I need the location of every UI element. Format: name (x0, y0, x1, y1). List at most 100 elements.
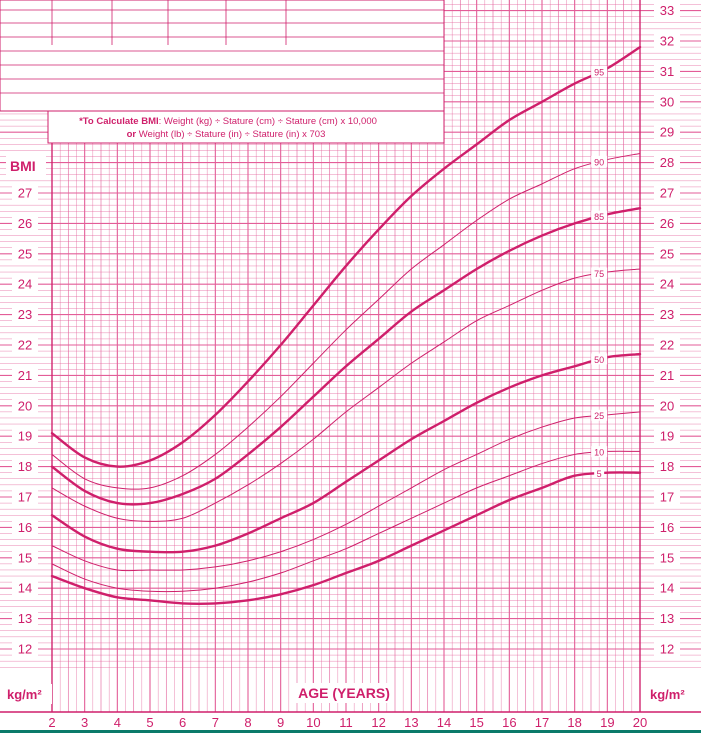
y-tick-left-bg (12, 397, 38, 414)
y-tick-right-bg (654, 2, 680, 19)
series-75-label: 75 (594, 269, 604, 279)
y-tick-right-label: 15 (660, 550, 674, 565)
series-50-label-bg (591, 353, 608, 365)
y-tick-right-label: 26 (660, 216, 674, 231)
y-tick-left-label: 14 (18, 581, 32, 596)
y-tick-left-bg (12, 276, 38, 293)
x-tick-label: 15 (469, 715, 483, 730)
y-tick-right-bg (654, 306, 680, 323)
series-85-line (50, 207, 642, 506)
percentile-labels: 95 90 85 75 50 25 10 5 (591, 66, 608, 479)
y-tick-right-label: 28 (660, 155, 674, 170)
y-tick-right-label: 27 (660, 186, 674, 201)
y-tick-right-bg (654, 458, 680, 475)
y-tick-right-bg (654, 428, 680, 445)
y-tick-left-bg (12, 610, 38, 627)
series-5-label: 5 (597, 469, 602, 479)
y-ticks-left: 12 13 14 15 16 17 18 19 20 21 22 23 24 25 26 27 (12, 185, 38, 657)
y-tick-left-bg (12, 215, 38, 232)
x-tick-label: 4 (114, 715, 121, 730)
y-tick-right-bg (654, 154, 680, 171)
y-tick-left-bg (12, 519, 38, 536)
series-95-line (50, 45, 642, 468)
series-25-label: 25 (594, 411, 604, 421)
formula-line-1: *To Calculate BMI: Weight (kg) ÷ Stature… (79, 116, 377, 127)
y-tick-left-label: 24 (18, 277, 32, 292)
xlabel-bg (294, 683, 394, 703)
series-5-line (50, 471, 642, 605)
x-tick-label: 7 (212, 715, 219, 730)
y-ticks-right: 12 13 14 15 16 17 18 19 20 21 22 23 24 25 26 27 28 29 30 31… (654, 2, 680, 657)
x-axis-title: AGE (YEARS) (298, 685, 390, 701)
y-tick-right-bg (654, 245, 680, 262)
y-tick-left-bg (12, 337, 38, 353)
series-95-label-bg (591, 66, 608, 78)
unit-label-left: kg/m² (7, 687, 42, 702)
y-tick-left-bg (12, 549, 38, 566)
x-tick-label: 18 (567, 715, 581, 730)
x-tick-label: 20 (633, 715, 647, 730)
y-tick-left-label: 20 (18, 398, 32, 413)
unit-label-right: kg/m² (650, 687, 685, 702)
y-tick-left-label: 25 (18, 246, 32, 261)
x-tick-label: 11 (339, 715, 353, 730)
series-50-line (50, 352, 642, 554)
y-tick-right-bg (654, 93, 680, 110)
left-axis-label: BMI (10, 158, 36, 174)
y-tick-right-label: 20 (660, 398, 674, 413)
x-tick-label: 19 (600, 715, 614, 730)
y-tick-right-label: 33 (660, 3, 674, 18)
series-50-label: 50 (594, 355, 604, 365)
y-tick-right-label: 25 (660, 246, 674, 261)
y-tick-left-bg (12, 458, 38, 475)
y-tick-right-bg (654, 580, 680, 597)
y-tick-left-label: 22 (18, 338, 32, 353)
y-tick-left-label: 23 (18, 307, 32, 322)
unit-left-bg (4, 684, 52, 704)
x-ticks: 2 3 4 5 6 7 8 9 10 11 12 13 14 15 16 17 18 19 20 (0, 713, 701, 733)
y-tick-right-bg (654, 641, 680, 657)
unit-right-bg (646, 684, 698, 704)
y-tick-left-label: 19 (18, 429, 32, 444)
bmi-label-bg (6, 155, 46, 175)
y-tick-left-label: 12 (18, 642, 32, 657)
y-tick-right-bg (654, 63, 680, 80)
y-tick-right-label: 16 (660, 520, 674, 535)
y-tick-right-label: 14 (660, 581, 674, 596)
y-tick-left-label: 15 (18, 550, 32, 565)
y-tick-right-bg (654, 489, 680, 505)
y-tick-left-bg (12, 306, 38, 323)
y-tick-right-label: 24 (660, 277, 674, 292)
y-tick-right-bg (654, 276, 680, 293)
series-5-label-bg (594, 467, 605, 479)
y-tick-right-bg (654, 367, 680, 384)
y-tick-right-bg (654, 397, 680, 414)
y-tick-left-label: 21 (18, 368, 32, 383)
series-75-label-bg (591, 267, 608, 279)
y-tick-right-bg (654, 337, 680, 353)
x-axis-band (0, 713, 701, 733)
series-90-label: 90 (594, 157, 604, 167)
y-tick-right-label: 17 (660, 490, 674, 505)
y-tick-right-label: 32 (660, 34, 674, 49)
y-tick-right-label: 13 (660, 611, 674, 626)
y-tick-right-bg (654, 124, 680, 141)
x-tick-label: 9 (277, 715, 284, 730)
x-tick-label: 3 (81, 715, 88, 730)
series-25-label-bg (591, 409, 608, 421)
series-75-line (51, 268, 641, 522)
y-tick-right-label: 23 (660, 307, 674, 322)
y-tick-left-bg (12, 185, 38, 201)
series-90-line (51, 152, 641, 490)
formula-box (47, 110, 445, 144)
y-tick-right-label: 18 (660, 459, 674, 474)
x-tick-label: 6 (179, 715, 186, 730)
y-tick-left-label: 13 (18, 611, 32, 626)
x-tick-label: 2 (48, 715, 55, 730)
y-tick-left-bg (12, 245, 38, 262)
y-tick-right-bg (654, 185, 680, 201)
series-10-label-bg (591, 446, 608, 458)
y-tick-right-label: 30 (660, 94, 674, 109)
y-tick-left-label: 26 (18, 216, 32, 231)
